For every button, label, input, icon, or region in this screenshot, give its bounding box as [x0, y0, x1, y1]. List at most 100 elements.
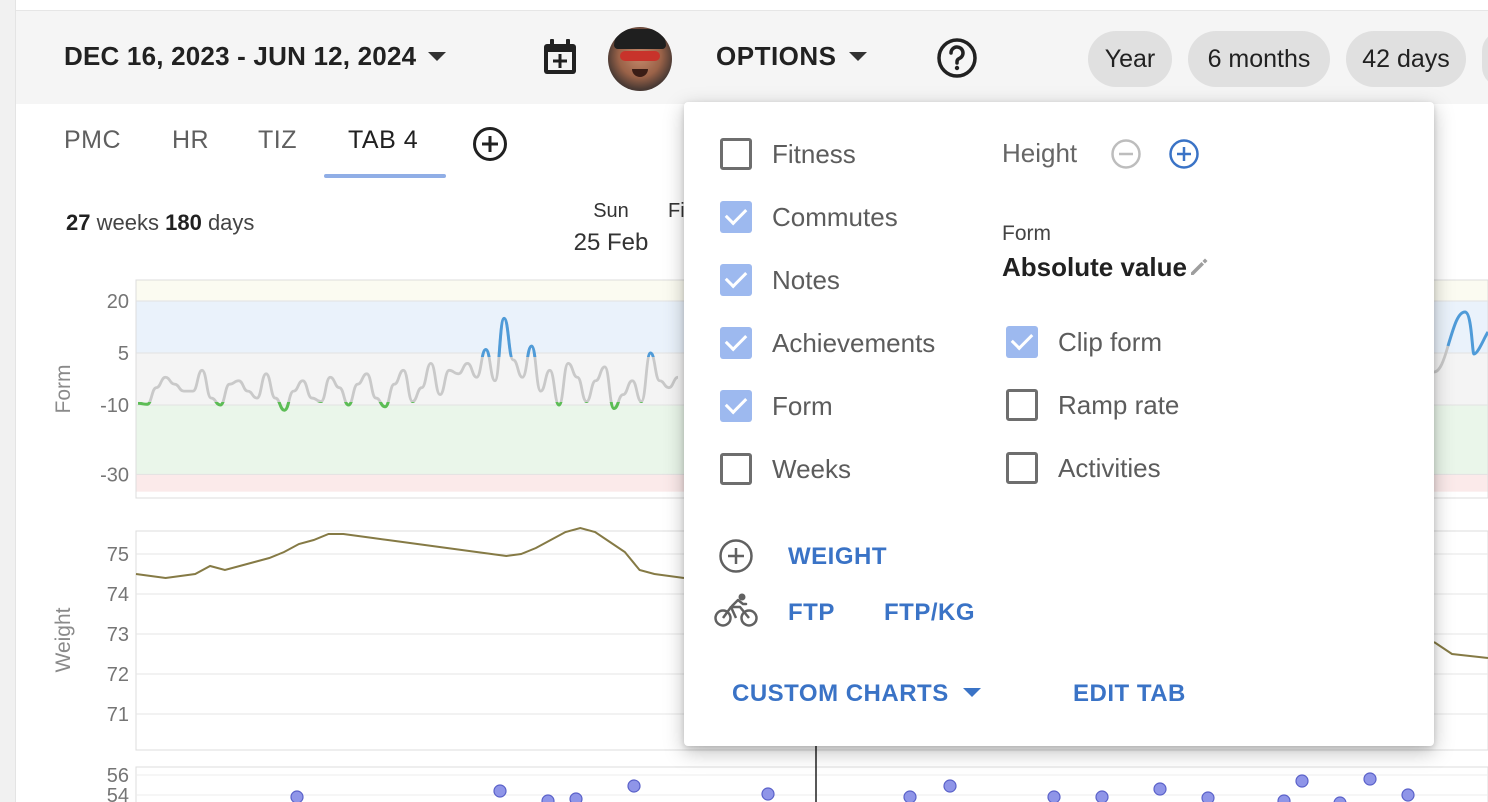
checkbox-achievements[interactable]: Achievements	[720, 323, 935, 363]
scatter-point	[943, 779, 957, 793]
top-toolbar: DEC 16, 2023 - JUN 12, 2024 OPTIONS Year…	[16, 10, 1488, 104]
form-mode-caption: Form	[1002, 222, 1051, 245]
checkbox-commutes[interactable]: Commutes	[720, 197, 898, 237]
scatter-point	[761, 787, 775, 801]
checkbox-form[interactable]: Form	[720, 386, 833, 426]
days-unit: days	[207, 210, 255, 235]
checkbox-fitness[interactable]: Fitness	[720, 134, 856, 174]
weight-tick-label: 75	[107, 544, 129, 566]
checkbox-box[interactable]	[720, 327, 752, 359]
range-summary: 27 weeks 180 days	[66, 210, 254, 236]
checkbox-label: Commutes	[772, 201, 898, 232]
scatter-point	[290, 790, 304, 802]
chevron-down-icon	[428, 51, 447, 61]
checkbox-label: Notes	[772, 264, 840, 295]
form-tick-label: -10	[100, 395, 129, 417]
checkbox-box[interactable]	[1006, 389, 1038, 421]
decrease-height-icon[interactable]	[1110, 138, 1142, 170]
scatter-point	[1333, 796, 1347, 802]
scatter-point	[1095, 790, 1109, 802]
checkbox-box[interactable]	[720, 390, 752, 422]
checkbox-box[interactable]	[720, 201, 752, 233]
checkbox-box[interactable]	[720, 138, 752, 170]
options-button[interactable]: OPTIONS	[716, 41, 867, 72]
help-icon[interactable]	[936, 37, 978, 79]
date-range-label: DEC 16, 2023 - JUN 12, 2024	[64, 41, 417, 71]
range-pill-year[interactable]: Year	[1088, 31, 1172, 87]
scatter-point	[1201, 791, 1215, 802]
weight-axis-label: Weight	[52, 607, 75, 672]
scatter-point	[1363, 772, 1377, 786]
checkbox-label: Activities	[1058, 452, 1161, 483]
scatter-point	[903, 790, 917, 802]
add-chart-icon[interactable]	[718, 538, 754, 574]
weeks-count: 27	[66, 210, 91, 235]
range-pill-more[interactable]	[1482, 31, 1488, 87]
form-series-fresh-right	[1446, 310, 1488, 356]
scatter-point	[627, 779, 641, 793]
add-tab-icon[interactable]	[472, 126, 508, 162]
form-mode-value[interactable]: Absolute value	[1002, 252, 1187, 282]
form-series-line-right	[1433, 345, 1450, 374]
options-label: OPTIONS	[716, 41, 837, 71]
checkbox-ramp-rate[interactable]: Ramp rate	[1006, 385, 1179, 425]
checkbox-box[interactable]	[720, 264, 752, 296]
checkbox-box[interactable]	[720, 453, 752, 485]
chart-tabs: PMC HR TIZ TAB 4	[16, 104, 696, 184]
bottom-chart-frame	[135, 766, 1488, 802]
range-pill-42-days[interactable]: 42 days	[1346, 31, 1466, 87]
checkbox-box[interactable]	[1006, 452, 1038, 484]
form-tick-label: -30	[100, 464, 129, 486]
weight-series-line-right	[1433, 641, 1488, 659]
custom-charts-button[interactable]: CUSTOM CHARTS	[732, 680, 981, 708]
height-label: Height	[1002, 138, 1078, 168]
checkbox-notes[interactable]: Notes	[720, 260, 840, 300]
scatter-point	[1153, 782, 1167, 796]
checkbox-label: Weeks	[772, 453, 851, 484]
active-tab-indicator	[324, 174, 446, 178]
tab-hr[interactable]: HR	[172, 126, 210, 154]
chevron-down-icon	[962, 688, 981, 698]
cursor-day-of-week: Sun	[593, 200, 629, 222]
checkbox-label: Form	[772, 390, 833, 421]
weight-tick-label: 71	[107, 704, 129, 726]
checkbox-label: Ramp rate	[1058, 389, 1180, 420]
days-count: 180	[165, 210, 202, 235]
range-pill-6-months[interactable]: 6 months	[1188, 31, 1330, 87]
date-range-selector[interactable]: DEC 16, 2023 - JUN 12, 2024	[64, 41, 447, 72]
form-series-line	[137, 316, 679, 412]
checkbox-label: Fitness	[772, 138, 856, 169]
cursor-date: Sun 25 Feb	[566, 200, 656, 257]
checkbox-box[interactable]	[1006, 326, 1038, 358]
increase-height-icon[interactable]	[1168, 138, 1200, 170]
weeks-unit: weeks	[96, 210, 159, 235]
checkbox-clip-form[interactable]: Clip form	[1006, 322, 1162, 362]
scatter-point	[569, 792, 583, 802]
calendar-add-icon[interactable]	[540, 37, 580, 77]
scatter-point	[1401, 788, 1415, 802]
tab-tab-4[interactable]: TAB 4	[348, 126, 419, 154]
scatter-point	[493, 784, 507, 798]
form-tick-label: 20	[107, 291, 129, 313]
scatter-point	[1277, 794, 1291, 802]
checkbox-activities[interactable]: Activities	[1006, 448, 1161, 488]
ftp-per-kg-link[interactable]: FTP/KG	[884, 599, 975, 626]
tab-tiz[interactable]: TIZ	[258, 126, 297, 154]
form-axis-label: Form	[52, 365, 75, 414]
bottom-tick-label: 56	[107, 765, 129, 787]
tab-pmc[interactable]: PMC	[64, 126, 122, 154]
checkbox-label: Achievements	[772, 327, 936, 358]
form-tick-label: 5	[118, 343, 129, 365]
pencil-icon[interactable]	[1188, 256, 1210, 278]
avatar[interactable]	[608, 27, 672, 91]
ftp-link[interactable]: FTP	[788, 599, 835, 626]
edit-tab-button[interactable]: EDIT TAB	[1073, 680, 1186, 707]
weight-link[interactable]: WEIGHT	[788, 543, 887, 570]
weight-series-line	[135, 526, 685, 580]
checkbox-label: Clip form	[1058, 326, 1163, 357]
checkbox-weeks[interactable]: Weeks	[720, 449, 851, 489]
cursor-day-month: 25 Feb	[573, 229, 649, 256]
options-menu: Fitness Commutes Notes Achievements Form…	[684, 102, 1434, 746]
weight-tick-label: 72	[107, 664, 129, 686]
weight-tick-label: 74	[107, 584, 129, 606]
